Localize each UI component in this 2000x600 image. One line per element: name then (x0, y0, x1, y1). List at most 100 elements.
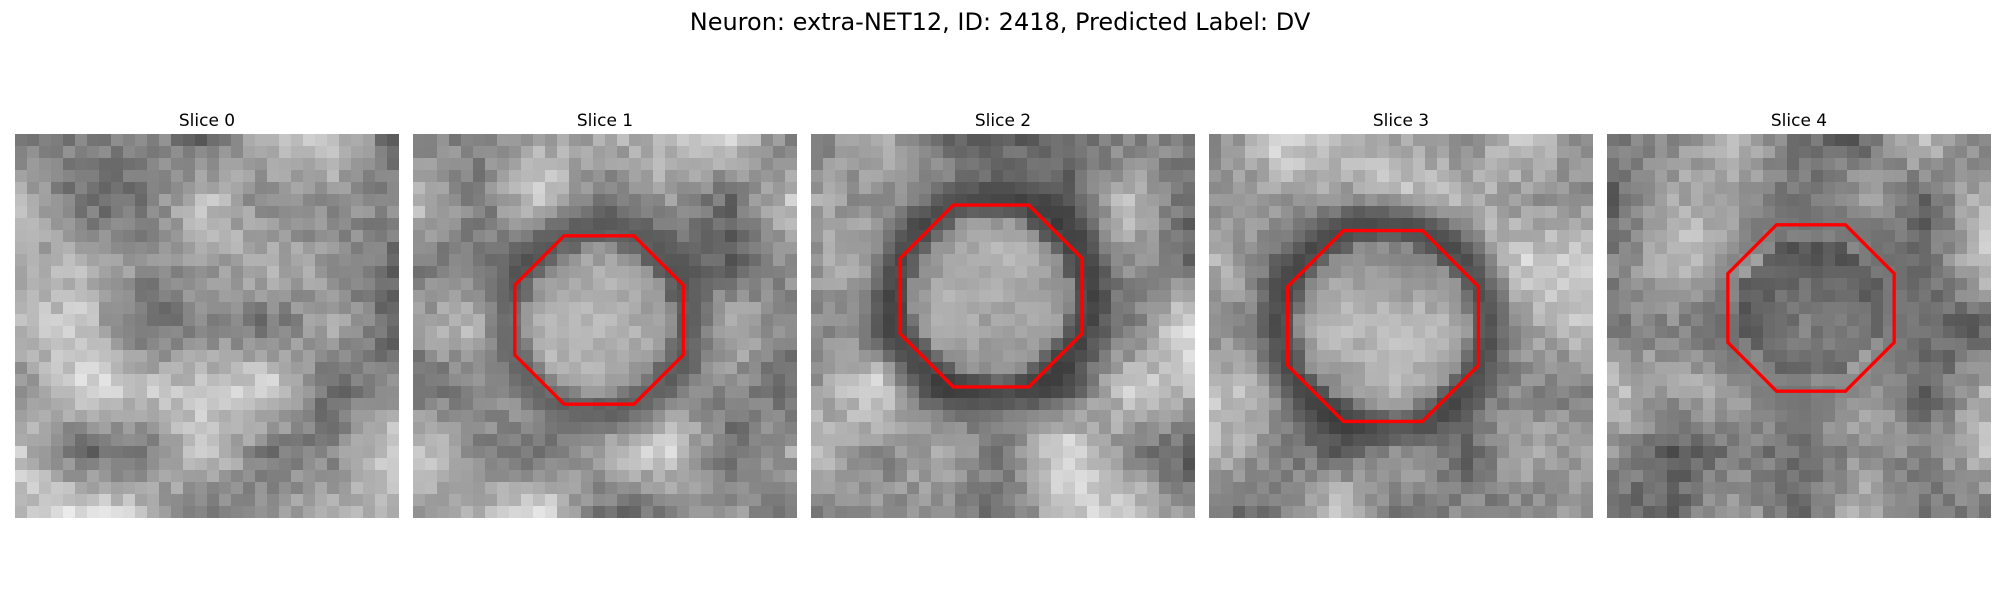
pixel (1607, 134, 1620, 147)
pixel (1655, 362, 1668, 375)
pixel (569, 278, 582, 291)
pixel (1329, 146, 1342, 159)
pixel (339, 350, 352, 363)
pixel (449, 242, 462, 255)
pixel (1979, 230, 1991, 243)
pixel (279, 494, 292, 507)
pixel (1643, 194, 1656, 207)
pixel (1377, 398, 1390, 411)
pixel (1955, 314, 1968, 327)
pixel (593, 218, 606, 231)
pixel (1703, 386, 1716, 399)
pixel (1979, 194, 1991, 207)
pixel (617, 362, 630, 375)
pixel (785, 350, 797, 363)
pixel (1955, 398, 1968, 411)
pixel (147, 470, 160, 483)
pixel (931, 206, 944, 219)
pixel (1293, 350, 1306, 363)
pixel (1967, 146, 1980, 159)
pixel (1461, 494, 1474, 507)
pixel (497, 446, 510, 459)
pixel (617, 386, 630, 399)
pixel (1233, 302, 1246, 315)
pixel (111, 194, 124, 207)
pixel (1679, 362, 1692, 375)
pixel (363, 338, 376, 351)
pixel (701, 338, 714, 351)
pixel (1631, 326, 1644, 339)
pixel (1907, 146, 1920, 159)
pixel (497, 194, 510, 207)
pixel (545, 410, 558, 423)
pixel (1799, 230, 1812, 243)
pixel (593, 242, 606, 255)
pixel (1811, 230, 1824, 243)
pixel (147, 458, 160, 471)
pixel (111, 146, 124, 159)
pixel (1353, 170, 1366, 183)
pixel (1859, 146, 1872, 159)
pixel (461, 470, 474, 483)
pixel (1305, 422, 1318, 435)
pixel (955, 194, 968, 207)
pixel (461, 434, 474, 447)
pixel (1655, 422, 1668, 435)
pixel (1377, 494, 1390, 507)
pixel (713, 326, 726, 339)
pixel (871, 482, 884, 495)
pixel (823, 374, 836, 387)
pixel (267, 494, 280, 507)
pixel (75, 218, 88, 231)
pixel (1293, 470, 1306, 483)
pixel (1293, 506, 1306, 518)
pixel (677, 482, 690, 495)
pixel (521, 170, 534, 183)
pixel (99, 410, 112, 423)
pixel (1823, 170, 1836, 183)
pixel (859, 254, 872, 267)
pixel (1691, 386, 1704, 399)
pixel (219, 206, 232, 219)
pixel (255, 350, 268, 363)
pixel (1679, 206, 1692, 219)
pixel (1099, 194, 1112, 207)
pixel (1135, 302, 1148, 315)
pixel (375, 470, 388, 483)
pixel (1063, 134, 1076, 147)
pixel (1533, 410, 1546, 423)
pixel (1703, 326, 1716, 339)
pixel (665, 158, 678, 171)
pixel (1895, 278, 1908, 291)
pixel (425, 494, 438, 507)
pixel (1643, 182, 1656, 195)
pixel (1533, 338, 1546, 351)
pixel (315, 446, 328, 459)
pixel (533, 458, 546, 471)
pixel (1823, 362, 1836, 375)
pixel (387, 362, 399, 375)
pixel (1135, 182, 1148, 195)
pixel (1183, 278, 1195, 291)
pixel (39, 494, 52, 507)
pixel (135, 182, 148, 195)
pixel (701, 206, 714, 219)
pixel (1643, 410, 1656, 423)
pixel (159, 146, 172, 159)
pixel (1847, 158, 1860, 171)
pixel (617, 278, 630, 291)
pixel (1147, 494, 1160, 507)
pixel (1281, 194, 1294, 207)
pixel (605, 170, 618, 183)
pixel (895, 146, 908, 159)
pixel (871, 362, 884, 375)
pixel (823, 398, 836, 411)
pixel (979, 374, 992, 387)
pixel (1655, 218, 1668, 231)
pixel (425, 398, 438, 411)
pixel (339, 170, 352, 183)
pixel (785, 194, 797, 207)
pixel (1919, 362, 1932, 375)
pixel (1655, 266, 1668, 279)
pixel (1931, 362, 1944, 375)
